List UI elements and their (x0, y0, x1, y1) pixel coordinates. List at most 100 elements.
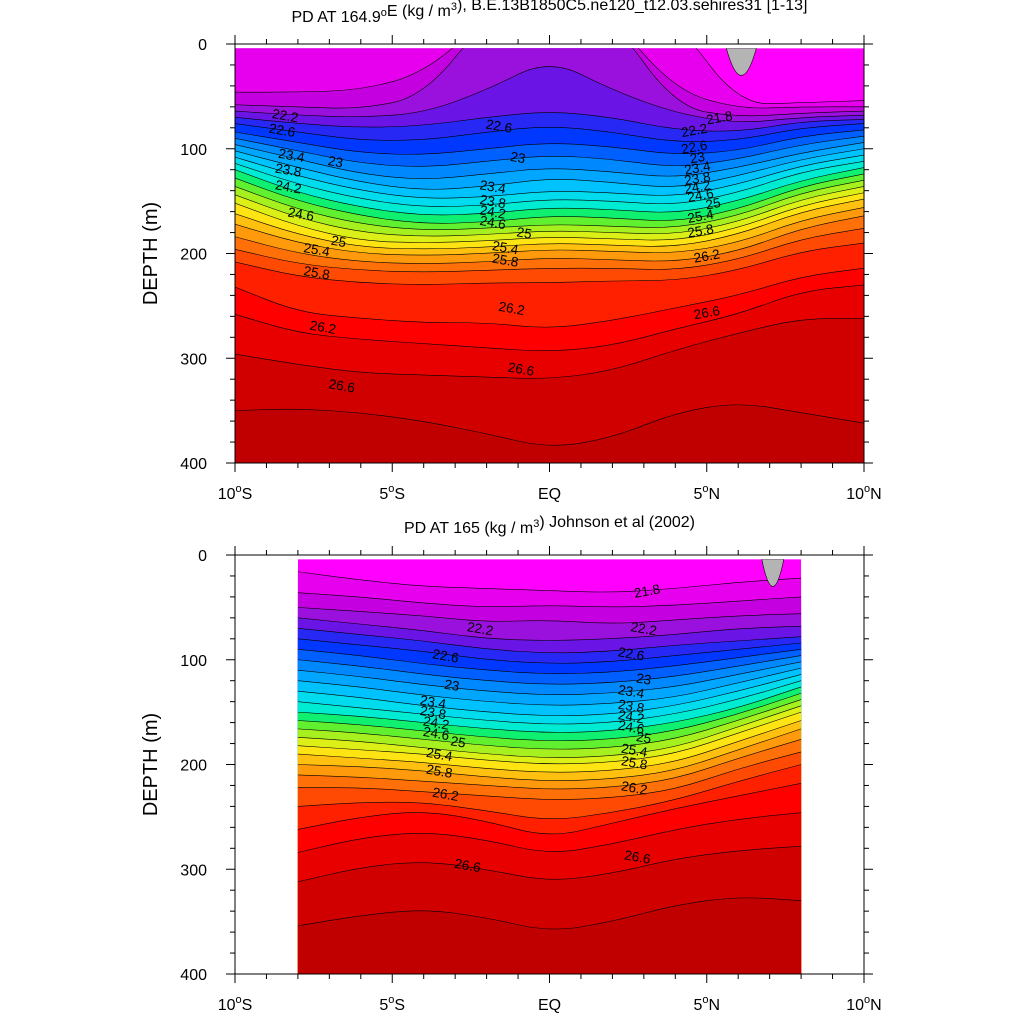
contour-label: 21.8 (633, 581, 661, 600)
x-axis: 10oS 5oS EQ 5oN 10oN (218, 546, 882, 1014)
contour-line-22.2 (235, 48, 864, 117)
contour-line-22 (235, 48, 864, 109)
contour-line-26.6 (235, 318, 864, 379)
y-axis-label: DEPTH (m) (140, 202, 162, 305)
contour-label: 22.6 (431, 646, 459, 665)
y-tick-label: 100 (180, 653, 207, 670)
contour-label: 23 (635, 670, 652, 687)
contour-label: 26.2 (497, 299, 525, 318)
y-axis: 0 100 200 300 400 DEPTH (m) (140, 548, 873, 984)
contour-line-26.6 (297, 845, 802, 883)
contour-label: 23 (443, 677, 460, 694)
contour-line-25.8 (297, 751, 802, 800)
filled-contours (235, 48, 864, 463)
contour-label: 24.6 (422, 724, 450, 743)
contour-line-23.2 (235, 135, 864, 167)
contour-line-24.6 (235, 179, 864, 230)
contour-label: 25.8 (425, 762, 453, 781)
contour-label: 24.6 (686, 186, 714, 205)
contour-label: 25.4 (620, 741, 649, 760)
contour-line-26.2 (297, 783, 802, 835)
contour-line-23.8 (235, 154, 864, 199)
contour-line-26.8 (297, 897, 802, 930)
contour-line-21.8 (695, 48, 864, 105)
contour-label: 23.4 (683, 158, 712, 177)
contour-line-22.4 (235, 66, 864, 122)
contour-line-25.2 (235, 198, 864, 250)
x-tick-label: 5oN (693, 483, 720, 503)
contour-label: 22.2 (466, 619, 494, 638)
contour-line-25.8 (235, 228, 864, 273)
contour-line-24.2 (235, 167, 864, 216)
contour-line-25.6 (297, 739, 802, 790)
contour-label: 23 (509, 149, 526, 166)
contour-label: 23 (689, 149, 706, 166)
y-axis-label: DEPTH (m) (140, 713, 162, 816)
contour-line-26 (235, 242, 864, 285)
missing-value-patch (726, 48, 757, 76)
contour-line-22.2 (297, 607, 802, 624)
x-tick-label: 5oN (693, 994, 720, 1014)
contour-line-24 (297, 680, 802, 725)
contour-line-25.4 (235, 207, 864, 256)
contour-line-22.6 (235, 112, 864, 132)
contour-label: 24.2 (422, 713, 450, 732)
contour-line-24.8 (297, 705, 802, 758)
contour-label: 25 (330, 233, 347, 250)
contour-line-22.6 (297, 628, 802, 654)
contour-label: 25.8 (620, 753, 648, 772)
contour-line-26.2 (235, 267, 864, 328)
panel-title: PD AT 165 (kg / m3) Johnson et al (2002) (404, 514, 695, 537)
contour-line-26.4 (297, 812, 802, 853)
contour-label: 26.6 (693, 303, 721, 322)
contour-label: 22.6 (485, 117, 513, 136)
x-tick-label: 10oS (218, 483, 253, 503)
contour-line-23.4 (235, 142, 864, 179)
contour-line-24.8 (235, 186, 864, 237)
contour-line-23.6 (235, 148, 864, 190)
contour-line-25.4 (297, 728, 802, 781)
contour-band-26.8 (235, 404, 864, 463)
contour-label: 26.2 (431, 785, 459, 804)
contour-line-24.6 (297, 699, 802, 750)
contour-label: 26.6 (623, 848, 651, 867)
contour-label: 22.2 (271, 106, 299, 125)
y-tick-label: 400 (180, 967, 207, 984)
contour-line-26.4 (235, 284, 864, 352)
contour-label: 25.8 (686, 221, 714, 240)
contour-line-25.2 (297, 720, 802, 773)
x-axis: 10oS 5oS EQ 5oN 10oN (218, 35, 882, 503)
contour-label: 26.6 (328, 376, 356, 395)
contour-label: 25.4 (686, 207, 715, 226)
contour-label: 21.8 (705, 108, 733, 127)
contour-line-22 (297, 592, 802, 608)
contour-label: 25 (635, 729, 652, 746)
contour-label: 23.8 (617, 697, 645, 716)
contour-label: 23 (327, 153, 344, 170)
contour-label: 24.6 (287, 205, 315, 224)
x-tick-label: 5oS (379, 483, 405, 503)
contour-line-23.6 (297, 667, 802, 706)
contour-line-23.8 (297, 674, 802, 716)
contour-label: 26.2 (620, 778, 648, 797)
x-tick-label: EQ (538, 997, 561, 1014)
contour-line-25 (235, 192, 864, 243)
contour-line-26.8 (235, 404, 864, 446)
y-tick-label: 300 (180, 351, 207, 368)
contour-label: 22.2 (680, 121, 708, 140)
x-tick-label: 10oN (846, 483, 881, 503)
contour-line-22.4 (297, 617, 802, 641)
contour-label: 26.2 (309, 318, 337, 337)
x-tick-label: EQ (538, 486, 561, 503)
contour-label: 23.4 (419, 692, 448, 711)
contour-labels: 22.222.62323.423.824.224.62525.425.826.2… (268, 106, 734, 396)
y-axis: 0 100 200 300 400 DEPTH (m) (140, 37, 873, 473)
contour-line-23 (297, 648, 802, 675)
contour-label: 23.8 (419, 703, 447, 722)
contour-label: 24.6 (479, 213, 507, 232)
filled-contours (297, 559, 802, 974)
contour-line-23 (235, 129, 864, 155)
contour-line-22.8 (235, 123, 864, 142)
